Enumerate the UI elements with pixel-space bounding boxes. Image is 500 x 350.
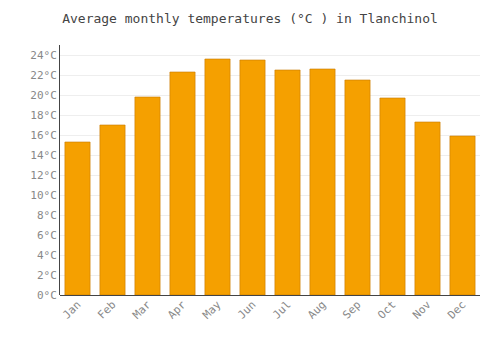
svg-text:Aug: Aug [305,298,328,321]
svg-text:8°C: 8°C [37,209,57,222]
svg-text:16°C: 16°C [30,129,57,142]
svg-text:Oct: Oct [375,298,398,321]
svg-text:Nov: Nov [410,298,434,322]
svg-text:Jun: Jun [235,298,258,321]
svg-text:Jul: Jul [270,298,293,321]
svg-text:0°C: 0°C [37,289,57,302]
svg-text:Dec: Dec [445,298,468,321]
svg-text:May: May [200,298,224,322]
svg-text:2°C: 2°C [37,269,57,282]
svg-text:Feb: Feb [95,298,118,321]
svg-text:20°C: 20°C [30,89,57,102]
svg-text:Mar: Mar [130,298,154,322]
svg-text:12°C: 12°C [30,169,57,182]
svg-text:4°C: 4°C [37,249,57,262]
svg-text:Jan: Jan [60,298,83,321]
svg-text:6°C: 6°C [37,229,57,242]
svg-text:Average monthly temperatures (: Average monthly temperatures (°C ) in Tl… [62,11,438,26]
svg-text:18°C: 18°C [30,109,57,122]
svg-text:Apr: Apr [165,298,189,322]
svg-text:22°C: 22°C [30,69,57,82]
svg-text:Sep: Sep [340,298,363,321]
svg-text:14°C: 14°C [30,149,57,162]
svg-text:24°C: 24°C [30,49,57,62]
svg-text:10°C: 10°C [30,189,57,202]
